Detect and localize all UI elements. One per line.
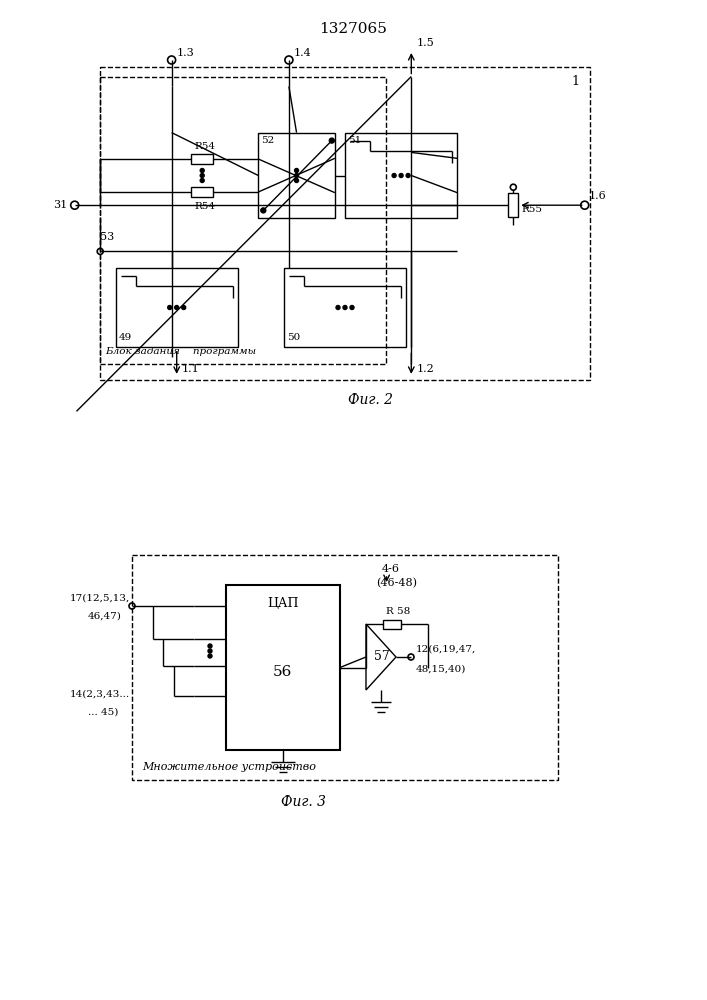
Text: ЦАП: ЦАП — [267, 597, 298, 610]
Text: 57: 57 — [374, 650, 390, 664]
Text: R54: R54 — [194, 142, 215, 151]
Text: 1.6: 1.6 — [589, 191, 607, 201]
Text: 4-6: 4-6 — [382, 564, 399, 574]
Circle shape — [200, 174, 204, 178]
Text: 1: 1 — [572, 75, 580, 88]
Text: 31: 31 — [53, 200, 67, 210]
Bar — [100, 77, 386, 364]
Bar — [284, 268, 407, 347]
Text: ... 45): ... 45) — [88, 708, 118, 717]
Circle shape — [392, 174, 396, 178]
Bar — [132, 555, 559, 780]
Text: 48,15,40): 48,15,40) — [416, 665, 467, 674]
Text: Блок задания    программы: Блок задания программы — [105, 347, 257, 356]
Circle shape — [200, 178, 204, 182]
Text: 1.3: 1.3 — [177, 48, 194, 58]
Bar — [191, 154, 214, 164]
Text: 14(2,3,43...: 14(2,3,43... — [70, 690, 130, 699]
Text: 50: 50 — [287, 333, 300, 342]
Bar — [115, 268, 238, 347]
Bar — [191, 187, 214, 197]
Text: 49: 49 — [119, 333, 132, 342]
Circle shape — [208, 649, 212, 653]
Bar — [226, 585, 340, 750]
Text: 53: 53 — [100, 232, 115, 242]
Text: Множительное устройство: Множительное устройство — [142, 762, 316, 772]
Circle shape — [182, 306, 186, 310]
Text: 51: 51 — [348, 136, 361, 145]
Text: 46,47): 46,47) — [88, 612, 122, 621]
Text: 1.2: 1.2 — [416, 364, 434, 374]
Circle shape — [208, 654, 212, 658]
Circle shape — [350, 306, 354, 310]
Circle shape — [295, 174, 298, 178]
Text: Фиг. 2: Фиг. 2 — [348, 393, 392, 408]
Text: 52: 52 — [262, 136, 274, 145]
Circle shape — [261, 208, 266, 213]
Circle shape — [399, 174, 403, 178]
Bar — [345, 133, 457, 218]
Circle shape — [208, 644, 212, 648]
Circle shape — [329, 138, 334, 143]
Text: 1327065: 1327065 — [319, 22, 387, 36]
Circle shape — [175, 306, 179, 310]
Text: 56: 56 — [273, 666, 293, 680]
Circle shape — [343, 306, 347, 310]
Bar — [100, 67, 590, 380]
Circle shape — [200, 168, 204, 172]
Text: R55: R55 — [521, 205, 542, 214]
Circle shape — [168, 306, 172, 310]
Circle shape — [336, 306, 340, 310]
Circle shape — [295, 178, 298, 182]
Text: 12(6,19,47,: 12(6,19,47, — [416, 645, 477, 654]
Text: (46-48): (46-48) — [377, 578, 418, 588]
Text: 1.5: 1.5 — [416, 38, 434, 48]
Circle shape — [406, 174, 410, 178]
Bar — [508, 193, 518, 217]
Circle shape — [295, 168, 298, 172]
Bar — [258, 133, 335, 218]
Text: R 58: R 58 — [386, 607, 410, 616]
Text: 1.4: 1.4 — [294, 48, 312, 58]
Bar — [383, 619, 401, 629]
Text: 1.1: 1.1 — [182, 364, 199, 374]
Text: R54: R54 — [194, 202, 215, 211]
Text: 17(12,5,13,: 17(12,5,13, — [70, 594, 130, 603]
Text: Фиг. 3: Фиг. 3 — [281, 795, 326, 809]
